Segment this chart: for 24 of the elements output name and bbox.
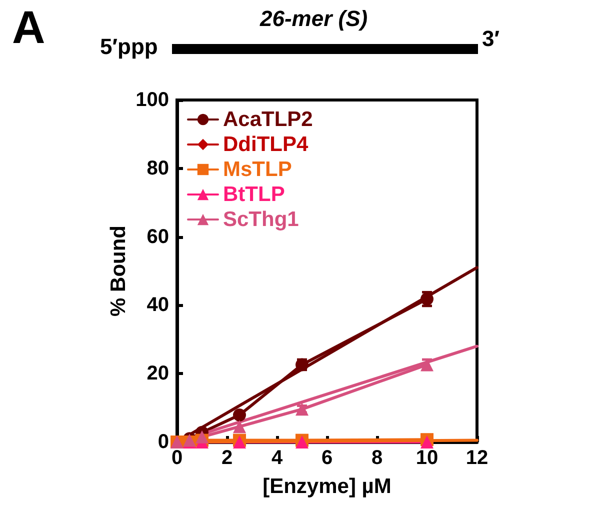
legend-label: BtTLP bbox=[223, 183, 285, 206]
y-tick-label: 20 bbox=[146, 362, 169, 385]
y-axis-title: % Bound bbox=[107, 226, 130, 316]
x-tick-label: 12 bbox=[466, 447, 488, 469]
x-tick-label: 10 bbox=[416, 447, 438, 469]
text: 26-mer (S) bbox=[260, 6, 368, 32]
x-tick-label: 4 bbox=[271, 447, 284, 469]
x-tick-label: 0 bbox=[171, 447, 183, 469]
x-tick-label: 8 bbox=[371, 447, 383, 469]
y-tick-label: 60 bbox=[146, 226, 169, 248]
x-axis-title: [Enzyme] µM bbox=[262, 475, 392, 498]
legend-label: DdiTLP4 bbox=[223, 133, 308, 156]
y-tick-label: 100 bbox=[136, 89, 169, 111]
y-tick-label: 40 bbox=[146, 294, 169, 316]
x-tick-label: 6 bbox=[321, 447, 333, 469]
y-tick-label: 0 bbox=[158, 431, 169, 453]
text: 5′ppp bbox=[100, 34, 158, 60]
text: 3′ bbox=[482, 26, 500, 52]
text: A bbox=[12, 0, 46, 54]
x-tick-label: 2 bbox=[221, 447, 233, 469]
legend-label: AcaTLP2 bbox=[223, 108, 313, 131]
y-tick-label: 80 bbox=[146, 157, 169, 180]
legend-label: ScThg1 bbox=[223, 208, 300, 231]
legend-label: MsTLP bbox=[223, 158, 292, 181]
